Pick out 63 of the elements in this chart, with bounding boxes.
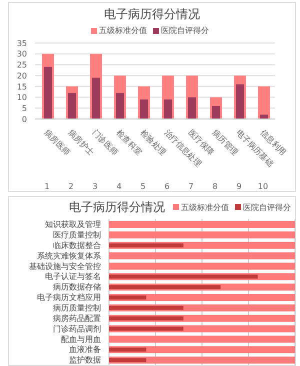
text: 5 [140,182,146,191]
bar [109,306,184,310]
y-tick-label: 临床数据整合 [53,240,101,250]
bar [236,84,244,119]
bar [212,106,220,119]
bar [260,114,268,119]
bar [109,221,295,228]
chart-title: 电子病历得分情况 [68,198,165,216]
bar [109,274,258,279]
y-tick-label: 35 [16,38,27,48]
chart-title: 电子病历得分情况 [103,6,201,23]
y-tick-label: 病历数据存储 [53,282,101,292]
y-tick-label: 10 [16,93,27,102]
bar [109,358,146,362]
text: 6 [164,182,170,191]
y-tick-label: 25 [16,60,27,70]
bar [68,92,76,119]
bar [109,316,184,320]
bar [109,285,221,290]
bar [164,99,172,119]
bar [109,252,295,260]
bar [44,66,52,119]
text: 4 [116,182,122,191]
bar [258,86,270,119]
y-tick-label: 5 [22,104,27,113]
bar [116,92,124,119]
y-tick-label: 门诊药品调剂 [53,324,101,334]
bar [109,243,184,248]
y-tick-label: 系统灾难恢复体系 [37,251,101,260]
y-tick-label: 病房药品配置 [53,314,101,323]
text: 1 [44,182,50,191]
legend-label: 医院自评得分 [160,25,209,36]
legend-label: 五级标准分值 [180,202,229,212]
y-tick-label: 30 [16,50,27,59]
legend-label: 五级标准分值 [98,25,147,36]
y-tick-label: 电子认证与签名 [45,272,101,282]
bar [140,99,148,119]
text: 3 [92,182,98,191]
y-tick-label: 20 [16,71,27,80]
y-tick-label: 血液准备 [69,345,101,354]
bar [109,262,295,270]
y-tick-label: 病历质量控制 [53,303,101,312]
bar [109,326,184,331]
y-tick-label: 配血与用血 [61,334,101,344]
bar [92,78,100,119]
y-tick-label: 15 [16,82,27,92]
text: 8 [212,182,218,191]
bar [109,231,295,238]
legend-label: 医院自评得分 [242,202,291,212]
y-tick-label: 知识获取及管理 [45,220,101,230]
bar [109,348,146,352]
text: 2 [68,182,74,191]
bar [109,296,146,300]
y-tick-label: 基础设施与安全管控 [29,262,101,271]
y-tick-label: 电子病历文档应用 [37,293,101,302]
y-tick-label: 医疗质量控制 [53,230,101,240]
y-tick-label: 0 [22,114,27,124]
text: 9 [236,182,242,191]
bar [188,97,196,119]
bar [109,336,295,343]
text: 10 [258,182,268,191]
text: 7 [188,182,194,191]
y-tick-label: 监护数据 [69,356,101,365]
